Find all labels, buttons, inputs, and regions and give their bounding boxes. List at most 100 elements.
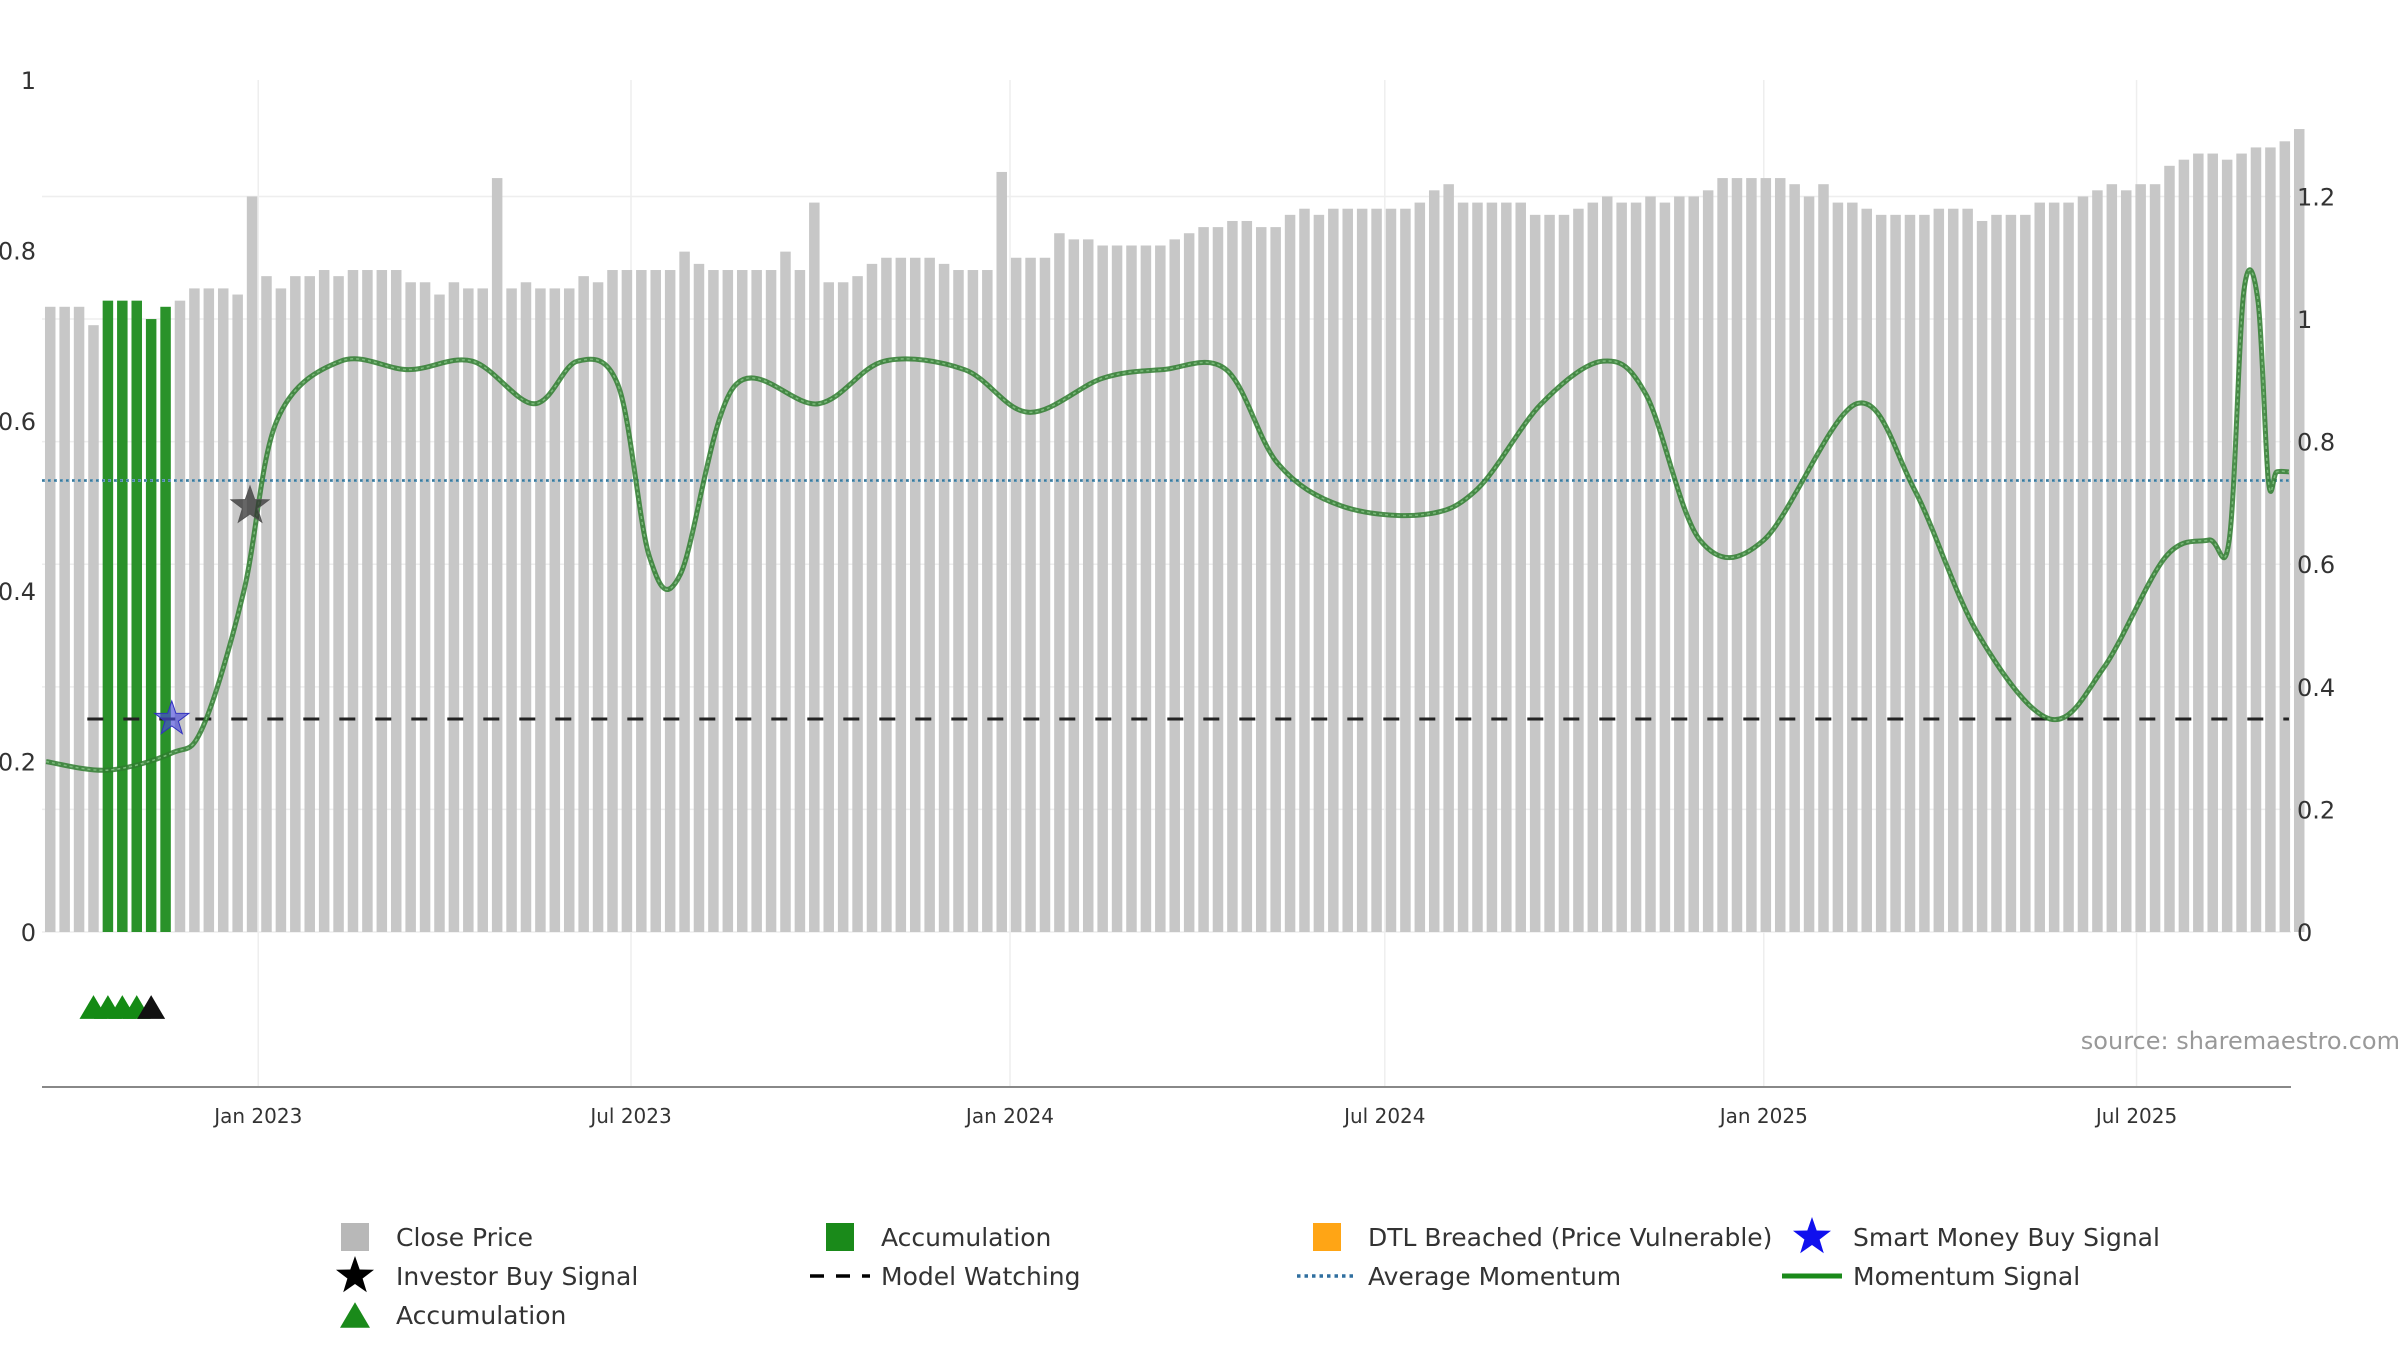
accumulation-bar bbox=[145, 319, 157, 932]
close-price-bar bbox=[1284, 214, 1296, 932]
close-price-bar bbox=[2048, 202, 2060, 932]
legend-item: DTL Breached (Price Vulnerable) bbox=[1313, 1223, 1772, 1252]
close-price-bar bbox=[765, 270, 777, 932]
close-price-bar bbox=[1313, 214, 1325, 932]
legend-item: Momentum Signal bbox=[1782, 1262, 2080, 1291]
left-y-axis: 0 0.2 0.4 0.6 0.8 1 bbox=[0, 67, 36, 947]
close-price-bar bbox=[290, 276, 301, 932]
legend-square-icon bbox=[1313, 1223, 1341, 1251]
close-price-bar bbox=[246, 196, 258, 932]
y-left-tick-label: 0.8 bbox=[0, 237, 36, 265]
accumulation-marker-row bbox=[79, 995, 166, 1019]
y-right-tick-label: 0 bbox=[2297, 919, 2312, 947]
close-price-bar bbox=[189, 288, 200, 933]
x-tick-label: Jan 2024 bbox=[964, 1104, 1054, 1128]
legend-square-icon bbox=[341, 1223, 369, 1251]
close-price-bar bbox=[1601, 196, 1613, 932]
close-price-bar bbox=[217, 288, 229, 933]
close-price-bar bbox=[1111, 245, 1123, 932]
close-price-bar bbox=[881, 257, 892, 933]
close-price-bar bbox=[1328, 208, 1339, 932]
close-price-bar bbox=[2250, 147, 2262, 933]
close-price-bar bbox=[1212, 227, 1224, 932]
close-price-bar bbox=[1097, 245, 1108, 932]
y-right-tick-label: 0.8 bbox=[2297, 429, 2335, 457]
close-price-bar bbox=[967, 270, 979, 932]
close-price-bar bbox=[837, 282, 849, 932]
close-price-bar bbox=[2063, 202, 2074, 932]
close-price-bar bbox=[1155, 245, 1166, 932]
close-price-bar bbox=[1962, 208, 1973, 932]
close-price-bar bbox=[1501, 202, 1512, 932]
close-price-bar bbox=[1947, 208, 1959, 932]
close-price-bar bbox=[477, 288, 488, 933]
close-price-bar bbox=[2106, 184, 2118, 933]
close-price-bar bbox=[2164, 165, 2175, 933]
close-price-bar bbox=[636, 270, 647, 932]
close-price-bar bbox=[203, 288, 215, 933]
y-right-tick-label: 0.2 bbox=[2297, 796, 2335, 824]
close-price-bar bbox=[1241, 220, 1253, 933]
close-price-bar bbox=[304, 276, 315, 932]
close-price-bar bbox=[938, 263, 950, 932]
y-right-tick-label: 1 bbox=[2297, 306, 2312, 334]
close-price-bar bbox=[621, 270, 633, 932]
close-price-bar bbox=[2077, 196, 2089, 932]
legend-label: Smart Money Buy Signal bbox=[1853, 1223, 2160, 1252]
close-price-bar bbox=[1861, 208, 1872, 932]
close-price-bar bbox=[607, 270, 618, 932]
legend-label: Momentum Signal bbox=[1853, 1262, 2080, 1291]
legend-star-icon bbox=[336, 1256, 374, 1293]
close-price-bar bbox=[434, 294, 445, 933]
legend-star-icon bbox=[1793, 1217, 1831, 1254]
close-price-bar bbox=[59, 306, 70, 932]
close-price-bar bbox=[1558, 214, 1570, 932]
close-price-bar bbox=[1183, 233, 1195, 932]
accumulation-bar bbox=[117, 300, 128, 932]
close-price-bar bbox=[1227, 220, 1238, 933]
close-price-bar bbox=[1573, 208, 1584, 932]
close-price-bar bbox=[2178, 159, 2190, 932]
legend-item: Close Price bbox=[341, 1223, 533, 1252]
close-price-bar bbox=[1746, 178, 1757, 932]
close-price-bar bbox=[563, 288, 575, 933]
legend-label: Investor Buy Signal bbox=[396, 1262, 638, 1291]
close-price-bar bbox=[1400, 208, 1411, 932]
legend: Close Price Accumulation DTL Breached (Pri… bbox=[336, 1217, 2160, 1330]
close-price-bar bbox=[2265, 147, 2276, 933]
close-price-bar bbox=[1659, 202, 1671, 932]
close-price-bar bbox=[909, 257, 921, 933]
close-price-bar bbox=[44, 306, 56, 932]
accumulation-bar bbox=[160, 306, 171, 932]
close-price-bar bbox=[1904, 214, 1916, 932]
close-price-bar bbox=[996, 171, 1007, 932]
y-left-tick-label: 0 bbox=[21, 919, 36, 947]
close-price-bar bbox=[664, 270, 676, 932]
close-price-bar bbox=[1544, 214, 1555, 932]
y-left-tick-label: 0.6 bbox=[0, 408, 36, 436]
close-price-bar bbox=[679, 251, 690, 932]
close-price-bar bbox=[376, 270, 388, 932]
close-price-bar bbox=[1457, 202, 1469, 932]
close-price-bar bbox=[174, 300, 186, 932]
close-price-bar bbox=[419, 282, 431, 932]
right-y-axis: 0 0.2 0.4 0.6 0.8 1 1.2 bbox=[2297, 183, 2335, 947]
close-price-bar bbox=[463, 288, 474, 933]
close-price-bar bbox=[924, 257, 935, 933]
close-price-bar bbox=[852, 276, 863, 932]
x-tick-label: Jan 2025 bbox=[1718, 1104, 1808, 1128]
close-price-bar bbox=[722, 270, 734, 932]
momentum-signal-line bbox=[45, 267, 2290, 773]
source-note: source: sharemaestro.com bbox=[2081, 1027, 2400, 1055]
close-price-bar bbox=[347, 270, 359, 932]
y-right-tick-label: 0.6 bbox=[2297, 551, 2335, 579]
close-price-bar bbox=[1976, 220, 1988, 933]
close-price-bar bbox=[2120, 190, 2132, 932]
close-price-bar bbox=[1688, 196, 1699, 932]
close-price-bar bbox=[2236, 153, 2247, 932]
close-price-bar bbox=[809, 202, 820, 932]
close-price-bar bbox=[1039, 257, 1051, 933]
close-price-bar bbox=[780, 251, 791, 932]
close-price-bar bbox=[1991, 214, 2002, 932]
